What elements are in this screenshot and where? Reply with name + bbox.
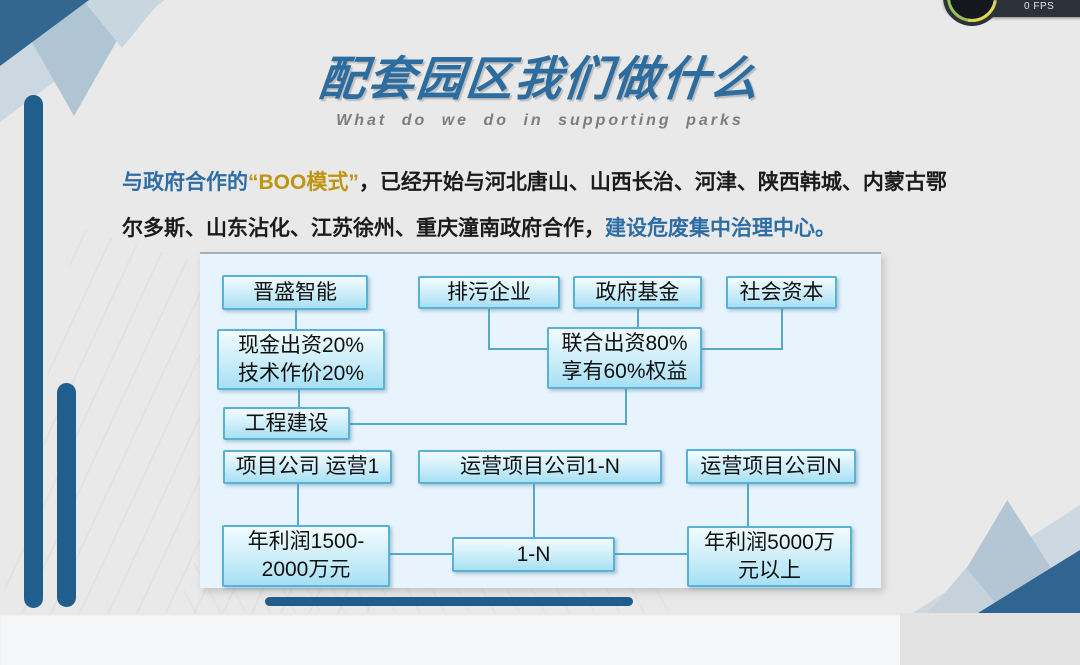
connector (637, 309, 639, 327)
node-paiwu-qiye: 排污企业 (418, 276, 560, 309)
fps-label: 0 FPS (1024, 1, 1055, 12)
left-accent-bar (24, 95, 43, 608)
node-jinsheng-zhineng: 晋盛智能 (222, 275, 368, 310)
connector (747, 484, 749, 526)
bottom-corner-rect (900, 613, 1080, 665)
connector (488, 309, 490, 350)
node-yunying-gongsi-1n: 运营项目公司1-N (418, 450, 662, 484)
connector (702, 348, 782, 350)
connector (298, 390, 300, 407)
flowchart-panel: 晋盛智能 排污企业 政府基金 社会资本 现金出资20% 技术作价20% 联合出资… (200, 252, 881, 588)
connector (350, 423, 627, 425)
connector (297, 484, 299, 525)
connector (488, 348, 549, 350)
node-1-n: 1-N (452, 537, 615, 572)
node-xianjin-chuzi: 现金出资20% 技术作价20% (217, 329, 385, 390)
paragraph-boo-highlight: “BOO模式” (248, 171, 359, 194)
left-accent-bar (57, 383, 76, 607)
node-zhengfu-jijin: 政府基金 (573, 276, 702, 309)
connector (295, 310, 297, 329)
node-nianlirun-5000: 年利润5000万 元以上 (687, 526, 852, 587)
node-xiangmu-gongsi-yunying1: 项目公司 运营1 (223, 450, 392, 484)
connector (390, 553, 452, 555)
connector (781, 309, 783, 350)
node-shehui-ziben: 社会资本 (726, 276, 837, 309)
page-title: 配套园区我们做什么 (316, 52, 763, 105)
connector (615, 553, 687, 555)
connector (533, 484, 535, 537)
paragraph-lead: 与政府合作的 (122, 171, 248, 194)
paragraph-body: ，已经开始与河北唐山、山西长治、河津、陕西韩城、内蒙古鄂尔多斯、山东沾化、江苏徐… (122, 171, 947, 240)
node-nianlirun-1500-2000: 年利润1500- 2000万元 (222, 525, 390, 587)
node-lianhe-chuzi: 联合出资80% 享有60%权益 (547, 327, 702, 389)
bottom-divider-bar (265, 597, 633, 606)
node-yunying-gongsi-n: 运营项目公司N (686, 449, 856, 484)
intro-paragraph: 与政府合作的“BOO模式”，已经开始与河北唐山、山西长治、河津、陕西韩城、内蒙古… (122, 160, 960, 252)
connector (625, 389, 627, 425)
page-subtitle: What do we do in supporting parks (336, 112, 744, 129)
paragraph-emphasis: 建设危废集中治理中心。 (605, 217, 836, 240)
node-gongcheng-jianshe: 工程建设 (223, 407, 350, 440)
